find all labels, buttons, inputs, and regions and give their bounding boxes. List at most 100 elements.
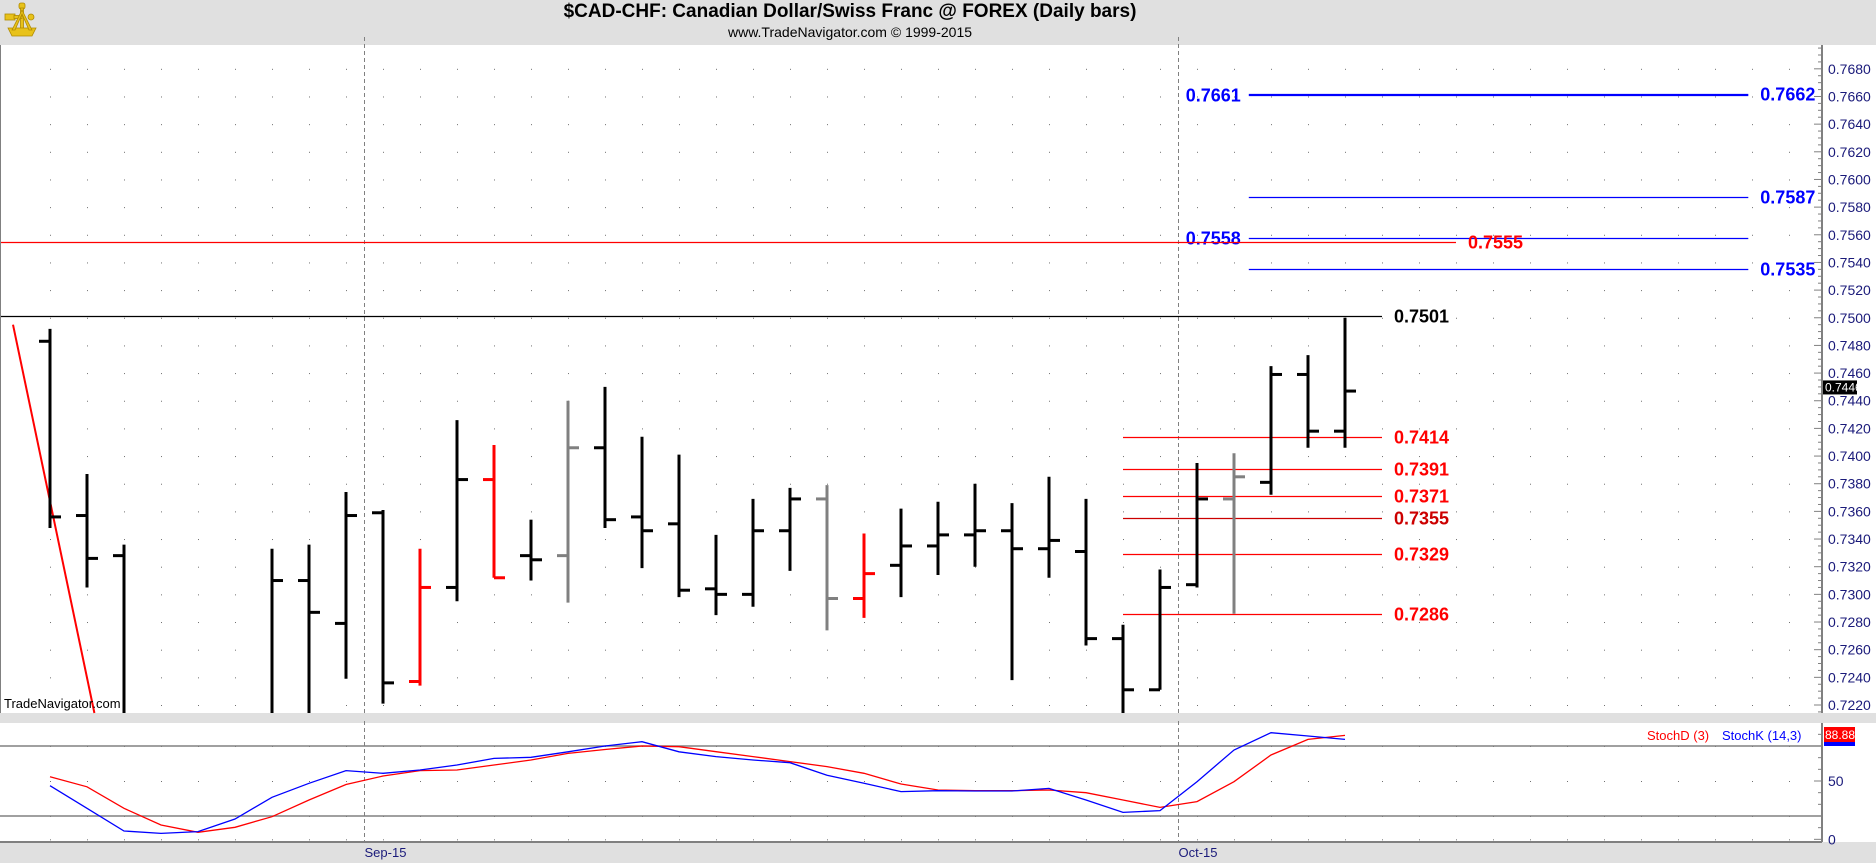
stoch-line-stochd (49, 734, 1346, 833)
grid-dot (790, 705, 791, 706)
grid-dot (1530, 839, 1531, 841)
grid-dot (1086, 151, 1087, 153)
grid-dot (1604, 234, 1605, 236)
grid-dot (1456, 566, 1457, 568)
grid-dot (1123, 539, 1124, 541)
grid-dot (198, 839, 199, 841)
grid-dot (1271, 290, 1272, 292)
grid-dot (753, 68, 754, 70)
grid-dot (1049, 96, 1050, 98)
grid-dot (531, 317, 532, 319)
grid-dot (1493, 317, 1494, 319)
grid-dot (161, 428, 162, 430)
grid-dot (50, 234, 51, 236)
grid-dot (1678, 539, 1679, 541)
grid-dot (1012, 290, 1013, 292)
grid-dot (716, 428, 717, 430)
grid-dot (901, 483, 902, 485)
grid-dot (938, 345, 939, 347)
grid-dot (1641, 677, 1642, 679)
grid-dot (161, 456, 162, 458)
grid-dot (1493, 290, 1494, 292)
grid-dot (642, 124, 643, 126)
grid-dot (1419, 511, 1420, 513)
grid-dot (1234, 649, 1235, 651)
grid-dot (198, 96, 199, 98)
grid-dot (1049, 151, 1050, 153)
grid-dot (531, 622, 532, 624)
grid-dot (827, 649, 828, 651)
grid-dot (1308, 96, 1309, 98)
grid-dot (50, 781, 51, 782)
grid-dot (1789, 839, 1790, 841)
stoch-line-stochk (49, 732, 1346, 835)
price-tick-label: 0.7460 (1828, 365, 1871, 381)
grid-dot (1160, 124, 1161, 126)
grid-dot (1567, 649, 1568, 651)
grid-dot (1197, 705, 1198, 706)
grid-dot (1382, 124, 1383, 126)
grid-dot (309, 290, 310, 292)
grid-dot (1345, 207, 1346, 209)
grid-dot (1419, 96, 1420, 98)
grid-dot (1604, 649, 1605, 651)
grid-dot (87, 68, 88, 70)
grid-dot (1604, 622, 1605, 624)
grid-dot (1715, 428, 1716, 430)
grid-dot (716, 151, 717, 153)
ohlc-bar (557, 400, 579, 603)
price-tick-label: 0.7640 (1828, 116, 1871, 132)
grid-dot (1604, 290, 1605, 292)
grid-dot (1715, 456, 1716, 458)
grid-dot (1752, 839, 1753, 841)
grid-dot (790, 207, 791, 209)
grid-dot (1493, 68, 1494, 70)
grid-dot (198, 262, 199, 264)
grid-dot (1234, 400, 1235, 402)
grid-dot (1049, 456, 1050, 458)
ohlc-bar (372, 509, 394, 704)
grid-dot (161, 539, 162, 541)
grid-dot (679, 428, 680, 430)
grid-dot (161, 290, 162, 292)
grid-dot (1715, 290, 1716, 292)
grid-dot (679, 345, 680, 347)
grid-dot (87, 594, 88, 596)
last-price-label: 0.7446 (1825, 380, 1862, 394)
grid-dot (1234, 705, 1235, 706)
grid-dot (568, 781, 569, 782)
grid-dot (161, 705, 162, 706)
grid-dot (383, 483, 384, 485)
grid-dot (1049, 207, 1050, 209)
grid-dot (1382, 839, 1383, 841)
ohlc-bar (270, 548, 283, 713)
grid-dot (1345, 566, 1346, 568)
grid-dot (938, 839, 939, 841)
grid-dot (1234, 207, 1235, 209)
grid-dot (124, 456, 125, 458)
grid-dot (975, 207, 976, 209)
grid-dot (1456, 649, 1457, 651)
grid-dot (1789, 234, 1790, 236)
grid-dot (1715, 68, 1716, 70)
grid-dot (1752, 428, 1753, 430)
grid-dot (1049, 649, 1050, 651)
grid-dot (1530, 96, 1531, 98)
grid-dot (605, 373, 606, 375)
grid-dot (1493, 345, 1494, 347)
grid-dot (827, 234, 828, 236)
stoch-tick-label: 0 (1828, 831, 1836, 847)
grid-dot (383, 290, 384, 292)
grid-dot (1012, 179, 1013, 181)
grid-dot (1123, 400, 1124, 402)
ohlc-bar (1001, 503, 1023, 681)
grid-dot (1604, 179, 1605, 181)
grid-dot (383, 705, 384, 706)
grid-dot (1678, 428, 1679, 430)
grid-dot (1715, 705, 1716, 706)
ohlc-bar (1186, 462, 1208, 588)
grid-dot (494, 622, 495, 624)
grid-dot (1678, 511, 1679, 513)
grid-dot (1086, 262, 1087, 264)
